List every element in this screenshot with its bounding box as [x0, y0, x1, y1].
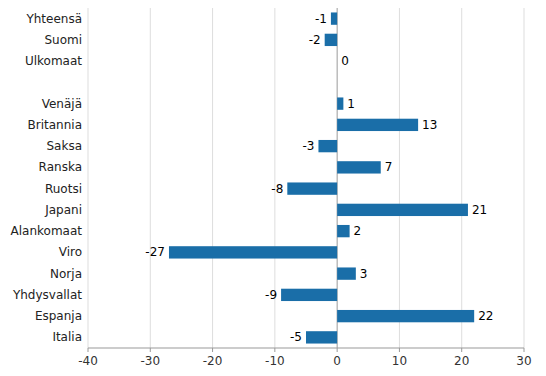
data-label: 2 [354, 224, 362, 238]
grid-line [524, 8, 525, 348]
bar [337, 310, 474, 322]
grid-line [212, 8, 213, 348]
tick-label: -20 [203, 354, 223, 368]
tick-label: 0 [333, 354, 341, 368]
grid-line [88, 8, 89, 348]
grid-line [461, 8, 462, 348]
data-label: 21 [472, 203, 487, 217]
tick-mark [150, 348, 151, 352]
category-label: Yhdysvallat [12, 288, 82, 302]
bar [325, 34, 337, 46]
data-label: -27 [145, 245, 165, 259]
category-label: Norja [50, 267, 82, 281]
bar [306, 331, 337, 343]
chart-container: -40-30-20-100102030YhteensäSuomiUlkomaat… [0, 0, 546, 376]
category-label: Saksa [46, 139, 82, 153]
axis-line [88, 348, 524, 349]
category-label: Venäjä [42, 97, 82, 111]
category-label: Ruotsi [45, 182, 82, 196]
category-label: Japani [44, 203, 82, 217]
tick-mark [399, 348, 400, 352]
category-label: Britannia [28, 118, 82, 132]
category-label: Suomi [44, 33, 82, 47]
bar [331, 12, 337, 24]
category-label: Ranska [39, 160, 82, 174]
tick-label: -40 [78, 354, 98, 368]
category-label: Alankomaat [11, 224, 83, 238]
data-label: -2 [309, 33, 321, 47]
data-label: -1 [315, 12, 327, 26]
tick-mark [461, 348, 462, 352]
bar [337, 267, 356, 279]
data-label: 3 [360, 267, 368, 281]
tick-mark [88, 348, 89, 352]
tick-label: -30 [140, 354, 160, 368]
tick-mark [337, 348, 338, 352]
data-label: 7 [385, 160, 393, 174]
x-axis: -40 -30 -20 -10 0 10 20 30 [78, 348, 531, 368]
tick-mark [212, 348, 213, 352]
data-label: 22 [478, 309, 493, 323]
y-axis: Yhteensä Suomi Ulkomaat Venäjä Britannia Saks… [11, 12, 83, 345]
bar [169, 246, 337, 258]
grid [88, 8, 524, 348]
category-label: Viro [59, 245, 82, 259]
bar [287, 182, 337, 194]
category-label: Italia [52, 330, 82, 344]
grid-line [399, 8, 400, 348]
data-label: -9 [265, 288, 277, 302]
tick-mark [524, 348, 525, 352]
data-labels: -1 -2 0 1 13 -3 7 -8 21 2 -27 3 -9 22 -5 [145, 12, 493, 345]
bar [337, 204, 468, 216]
tick-label: -10 [265, 354, 285, 368]
bar [281, 289, 337, 301]
data-label: -5 [290, 330, 302, 344]
tick-label: 10 [392, 354, 407, 368]
bar [337, 119, 418, 131]
category-label: Espanja [35, 309, 82, 323]
bar [337, 161, 381, 173]
category-label: Ulkomaat [25, 54, 82, 68]
bar [337, 97, 343, 109]
tick-mark [274, 348, 275, 352]
category-label: Yhteensä [25, 12, 82, 26]
data-label: -8 [271, 182, 283, 196]
data-label: -3 [302, 139, 314, 153]
data-label: 13 [422, 118, 437, 132]
grid-line [150, 8, 151, 348]
bar [337, 55, 338, 67]
tick-label: 30 [516, 354, 531, 368]
tick-label: 20 [454, 354, 469, 368]
data-label: 1 [347, 97, 355, 111]
data-label: 0 [341, 54, 349, 68]
bar [337, 225, 349, 237]
bar [318, 140, 337, 152]
chart: -40-30-20-100102030YhteensäSuomiUlkomaat… [0, 0, 546, 376]
bars [169, 12, 474, 343]
